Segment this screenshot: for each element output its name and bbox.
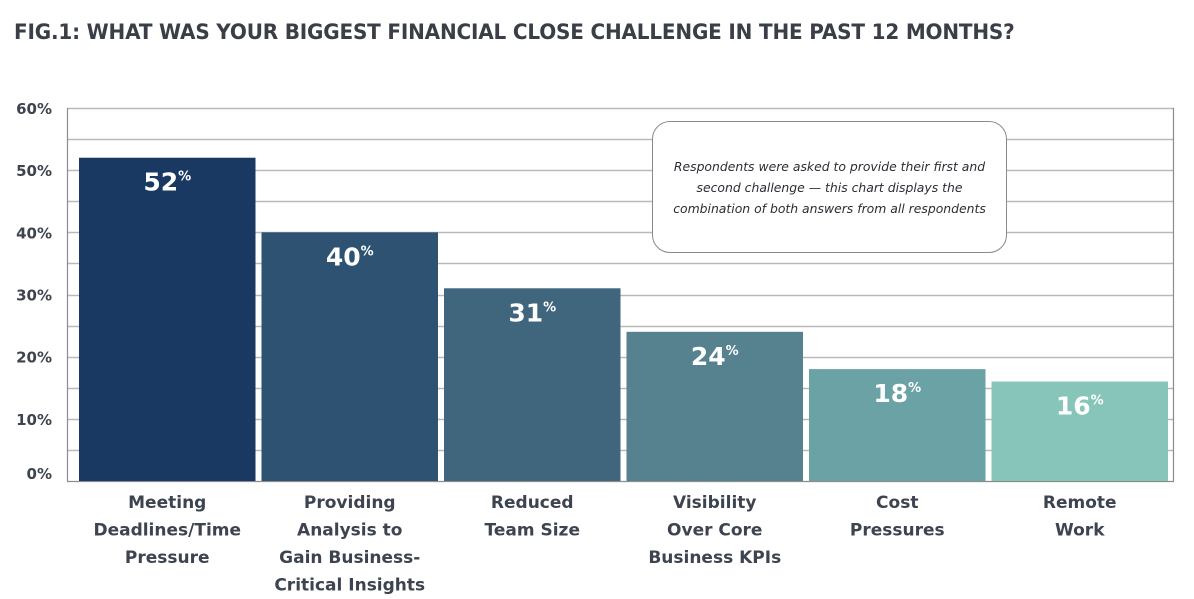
y-tick-label: 0% <box>27 465 52 483</box>
x-axis-tick-labels: Meeting Deadlines/Time Pressure Providing An… <box>93 493 1116 596</box>
x-tick-label: Meeting Deadlines/Time Pressure <box>93 493 241 568</box>
bar <box>809 369 986 481</box>
chart-title: FIG.1: WHAT WAS YOUR BIGGEST FINANCIAL C… <box>14 20 1015 45</box>
bar <box>626 331 803 481</box>
y-tick-label: 60% <box>16 100 52 118</box>
x-tick-label: Providing Analysis to Gain Business-Critic… <box>274 493 425 596</box>
bars <box>79 157 1168 481</box>
y-tick-label: 20% <box>16 349 52 367</box>
x-tick-label: Reduced Team Size <box>485 493 580 541</box>
data-label: 18% <box>873 379 921 408</box>
x-tick-label: Cost Pressures <box>850 493 945 541</box>
y-tick-label: 10% <box>16 411 52 429</box>
x-tick-label: Visibility Over Core Business KPIs <box>648 493 781 568</box>
y-tick-label: 30% <box>16 287 52 305</box>
annotation-box: Respondents were asked to provide their … <box>652 121 1007 253</box>
data-label: 40% <box>326 242 374 271</box>
bar <box>991 381 1168 481</box>
bar <box>261 232 438 481</box>
data-label: 24% <box>691 342 739 371</box>
x-tick-label: Remote Work <box>1043 493 1117 541</box>
data-label: 31% <box>508 298 556 327</box>
annotation-text: Respondents were asked to provide their … <box>673 158 986 216</box>
bar <box>444 288 621 481</box>
data-label: 16% <box>1056 392 1104 421</box>
data-label: 52% <box>143 168 191 197</box>
y-tick-label: 50% <box>16 162 52 180</box>
y-tick-label: 40% <box>16 224 52 242</box>
y-axis-tick-labels: 0% 10% 20% 30% 40% 50% 60% <box>16 100 52 483</box>
axes <box>66 108 1175 483</box>
data-labels: 52% 40% 31% 24% 18% 16% <box>143 168 1103 421</box>
bar <box>79 157 256 481</box>
